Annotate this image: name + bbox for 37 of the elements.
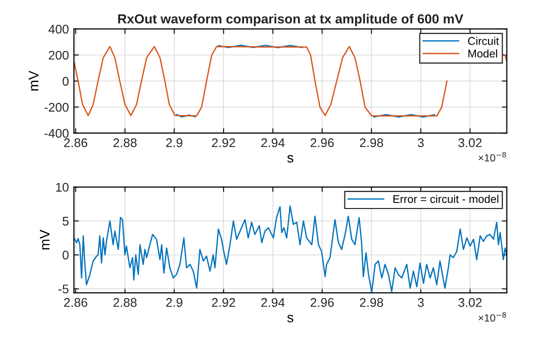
- x-tick-label: 3.02: [458, 298, 482, 307]
- y-tick-label: 200: [48, 50, 69, 60]
- x-tick-label: 3: [418, 298, 424, 307]
- y-tick-label: -400: [44, 128, 69, 138]
- x-tick-label: 2.88: [113, 298, 137, 307]
- x-tick-label: 2.96: [310, 138, 334, 148]
- y-tick-label: -5: [58, 284, 69, 294]
- x-tick-label: 3.02: [458, 138, 482, 148]
- y-axis-title: mV: [40, 230, 50, 250]
- x-tick-label: 3: [418, 138, 424, 148]
- x-tick-label: 2.9: [166, 298, 182, 307]
- legend-label: Circuit: [468, 36, 499, 45]
- x-tick-label: 2.88: [113, 138, 137, 148]
- y-axis-title: mV: [28, 70, 38, 91]
- y-tick-label: 400: [48, 24, 69, 34]
- x-tick-label: 2.96: [310, 298, 334, 307]
- x-tick-label: 2.92: [212, 138, 236, 148]
- legend-label: Error = circuit - model: [393, 194, 498, 203]
- x-tick-label: 2.9: [166, 138, 182, 148]
- legend-label: Model: [468, 49, 498, 58]
- y-tick-label: 10: [56, 182, 69, 192]
- y-tick-label: 5: [62, 216, 69, 226]
- y-tick-label: -200: [44, 102, 69, 112]
- x-tick-label: 2.98: [360, 298, 384, 307]
- text: ×10$^{−8}$: [478, 152, 506, 162]
- x-tick-label: 2.94: [261, 138, 285, 148]
- x-axis-title: s: [287, 155, 294, 163]
- x-tick-label: 2.86: [64, 298, 88, 307]
- chart-title: RxOut waveform comparison at tx amplitude of 600 mV: [118, 14, 464, 26]
- x-tick-label: 2.92: [212, 298, 236, 307]
- y-tick-label: 0: [62, 76, 69, 86]
- x-axis-title: s: [287, 314, 294, 322]
- x-tick-label: 2.98: [360, 138, 384, 148]
- x-tick-label: 2.86: [64, 138, 88, 148]
- y-tick-label: 0: [62, 250, 69, 260]
- x-tick-label: 2.94: [261, 298, 285, 307]
- text: ×10$^{−8}$: [478, 312, 506, 322]
